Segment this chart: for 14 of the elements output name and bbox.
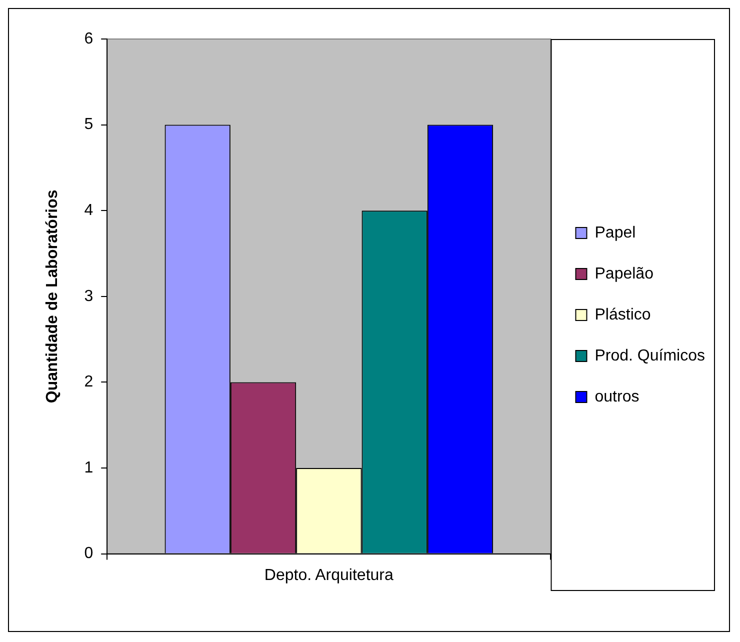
y-axis-title: Quantidade de Laboratórios [44, 190, 62, 404]
y-tick-label: 4 [84, 202, 94, 220]
y-tick-label: 5 [84, 116, 94, 134]
y-tick-label: 6 [84, 30, 94, 48]
y-tick-label: 0 [84, 545, 94, 562]
y-tick-label: 1 [84, 459, 94, 476]
legend-label: Plástico [594, 306, 651, 324]
legend-label: Papelão [594, 265, 654, 282]
legend-label: Papel [594, 224, 636, 242]
legend-label: Prod. Químicos [594, 347, 706, 364]
legend-label: outros [594, 388, 640, 406]
y-tick-label: 2 [84, 374, 94, 391]
x-tick-label: Depto. Arquitetura [264, 566, 394, 584]
y-tick-label: 3 [84, 288, 94, 305]
